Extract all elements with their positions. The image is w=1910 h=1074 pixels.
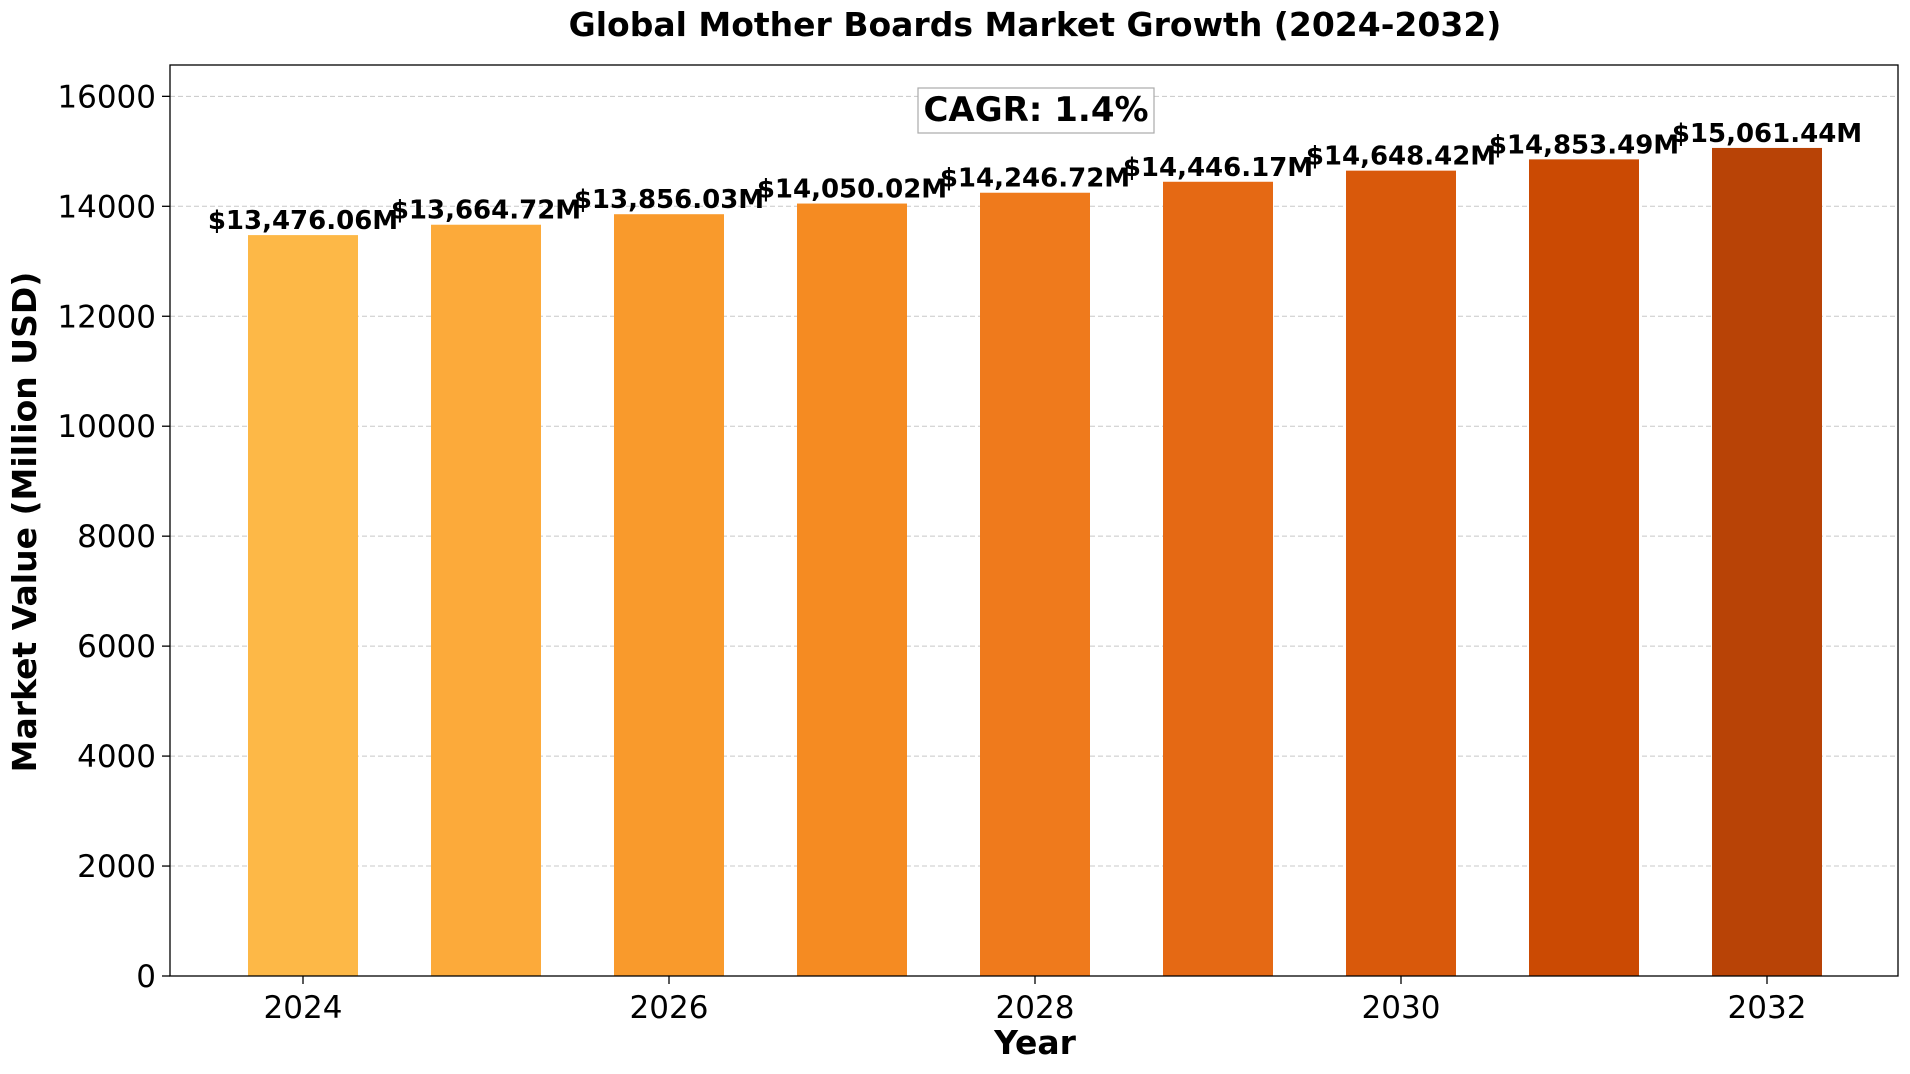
y-tick-label: 2000 (77, 849, 156, 885)
y-axis-label: Market Value (Million USD) (5, 272, 44, 773)
y-tick-label: 16000 (57, 79, 156, 115)
x-tick-label: 2030 (1362, 990, 1441, 1026)
x-tick-label: 2028 (996, 990, 1075, 1026)
y-tick-label: 8000 (77, 519, 156, 555)
x-tick-label: 2026 (630, 990, 709, 1026)
bar-value-label: $13,476.06M (208, 206, 398, 236)
bar-2030 (1346, 170, 1456, 977)
y-axis-ticks: 0 2000 4000 6000 8000 10000 12000 14000 16000 (57, 79, 170, 995)
value-labels: $13,476.06M$13,664.72M$13,856.03M$14,050… (208, 119, 1862, 236)
bar-2032 (1712, 147, 1822, 976)
cagr-annotation-box (917, 87, 1155, 134)
bar-value-label: $13,856.03M (574, 185, 764, 215)
x-tick-label: 2032 (1728, 990, 1807, 1026)
y-tick-label: 6000 (77, 629, 156, 665)
bar-value-label: $15,061.44M (1672, 119, 1862, 149)
x-axis-label: Year (993, 1023, 1077, 1062)
y-tick-label: 10000 (57, 409, 156, 445)
x-tick-label: 2024 (264, 990, 343, 1026)
bar-2026 (614, 214, 724, 976)
bar-value-label: $14,648.42M (1306, 142, 1496, 172)
bars (248, 147, 1822, 977)
bar-value-label: $13,664.72M (391, 196, 581, 226)
plot-area-frame (169, 64, 1899, 977)
y-tick-label: 14000 (57, 189, 156, 225)
bar-2024 (248, 235, 358, 977)
bar-2029 (1163, 181, 1273, 976)
bar-2031 (1529, 159, 1639, 976)
bar-value-label: $14,853.49M (1489, 130, 1679, 160)
cagr-annotation: CAGR: 1.4% (917, 87, 1155, 134)
y-tick-label: 0 (136, 959, 156, 995)
y-tick-label: 12000 (57, 299, 156, 335)
bar-value-label: $14,050.02M (757, 175, 947, 205)
bar-2025 (431, 224, 541, 977)
bar-2027 (797, 203, 907, 977)
y-tick-label: 4000 (77, 739, 156, 775)
cagr-annotation-text: CAGR: 1.4% (923, 90, 1148, 130)
x-axis-ticks: 2024 2026 2028 2030 2032 (264, 976, 1807, 1026)
bar-value-label: $14,446.17M (1123, 153, 1313, 183)
chart-title: Global Mother Boards Market Growth (2024… (569, 5, 1502, 44)
bar-2028 (980, 192, 1090, 976)
bar-value-label: $14,246.72M (940, 164, 1130, 194)
